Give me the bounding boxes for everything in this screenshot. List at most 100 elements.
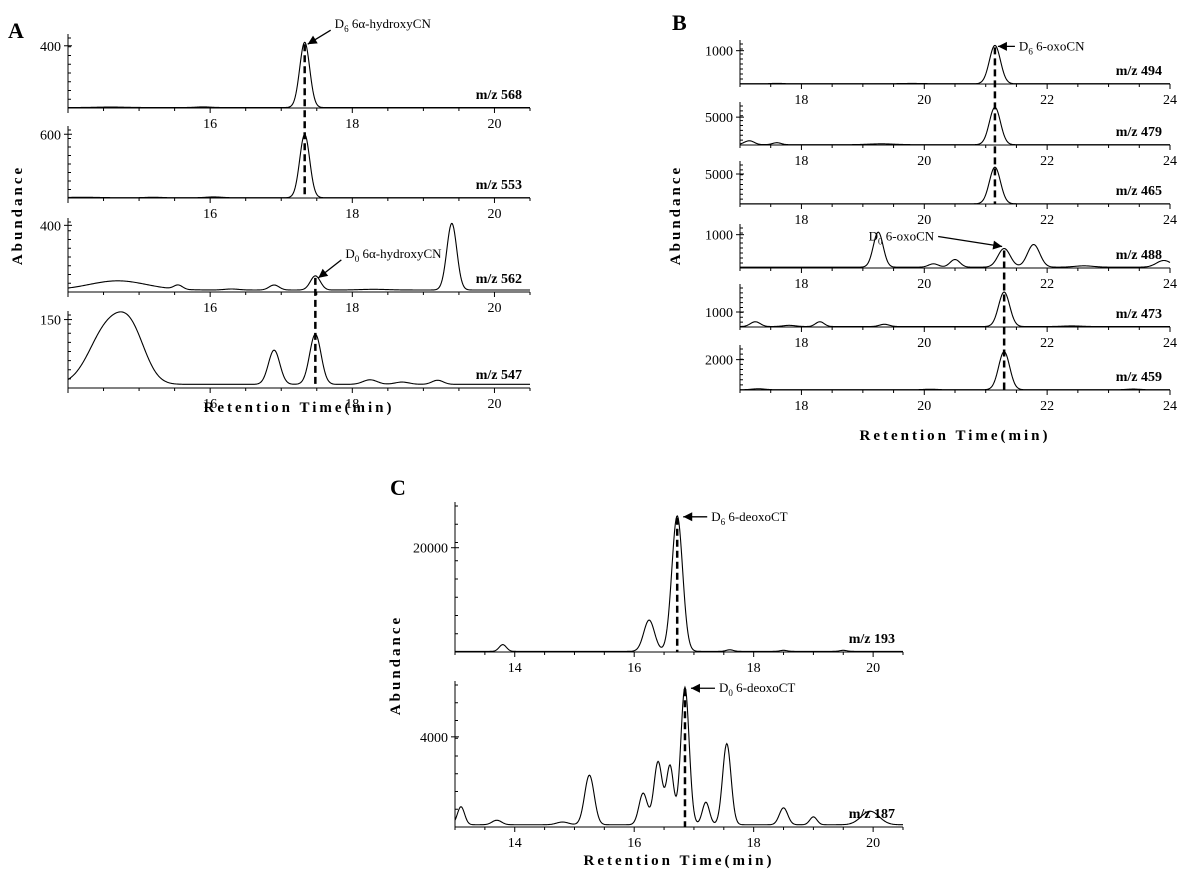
peak-annotation: D6 6-oxoCN — [1019, 38, 1085, 56]
x-tick-label: 24 — [1163, 277, 1177, 292]
x-tick-label: 20 — [917, 277, 931, 292]
y-axis-title: Abundance — [668, 165, 684, 265]
panel-letter: A — [8, 18, 24, 43]
trace-strip: 600 16 18 20 m/z 553 — [40, 126, 531, 222]
trace-strip: 20000 14 16 18 20 m/z 193 — [413, 502, 904, 676]
chromatogram-trace — [740, 231, 1171, 268]
y-axis-title: Abundance — [388, 615, 404, 715]
ion-label: m/z 193 — [849, 632, 895, 647]
x-tick-label: 18 — [345, 301, 359, 316]
x-tick-label: 22 — [1040, 336, 1054, 351]
x-axis-title: Retention Time(min) — [583, 853, 774, 869]
x-tick-label: 20 — [487, 301, 501, 316]
x-tick-label: 24 — [1163, 154, 1177, 169]
x-tick-label: 22 — [1040, 277, 1054, 292]
x-tick-label: 20 — [866, 661, 880, 676]
x-tick-label: 16 — [203, 301, 217, 316]
arrow-head-icon — [683, 512, 693, 522]
x-tick-label: 18 — [747, 661, 761, 676]
peak-annotation: D6 6-deoxoCT — [711, 509, 787, 527]
chromatogram-trace — [454, 685, 904, 826]
ion-label: m/z 459 — [1116, 370, 1162, 385]
y-tick-label: 1000 — [705, 306, 733, 321]
panel-c: C 20000 14 16 18 20 m/z 193 4000 14 16 18 20 m/z 187… — [388, 475, 904, 869]
ion-label: m/z 547 — [476, 368, 522, 383]
x-tick-label: 24 — [1163, 336, 1177, 351]
trace-strip: 1000 18 20 22 24m/z 488 — [705, 224, 1177, 292]
peak-annotation: D0 6α-hydroxyCN — [345, 246, 442, 264]
x-tick-label: 16 — [627, 836, 641, 851]
chromatogram-trace — [739, 351, 1170, 391]
chromatogram-trace — [739, 106, 1170, 146]
x-tick-label: 18 — [794, 93, 808, 108]
x-tick-label: 20 — [487, 117, 501, 132]
ion-label: m/z 562 — [476, 272, 522, 287]
chromatogram-trace — [67, 222, 530, 291]
ion-label: m/z 488 — [1116, 248, 1162, 263]
ion-label: m/z 473 — [1116, 307, 1162, 322]
x-tick-label: 20 — [866, 836, 880, 851]
arrow-head-icon — [997, 41, 1007, 51]
x-tick-label: 20 — [487, 207, 501, 222]
x-tick-label: 22 — [1040, 93, 1054, 108]
x-tick-label: 18 — [794, 154, 808, 169]
x-tick-label: 16 — [203, 117, 217, 132]
chromatogram-trace — [740, 166, 1170, 205]
trace-strip: 5000 18 20 22 24m/z 479 — [705, 102, 1177, 169]
y-tick-label: 1000 — [705, 229, 733, 244]
trace-strip: 150 16 18 20 m/z 547 — [40, 311, 531, 412]
chromatogram-trace — [67, 311, 530, 385]
x-tick-label: 20 — [487, 397, 501, 412]
x-tick-label: 18 — [794, 336, 808, 351]
x-axis-title: Retention Time(min) — [859, 428, 1050, 444]
ion-label: m/z 553 — [476, 178, 522, 193]
x-tick-label: 20 — [917, 399, 931, 414]
panel-letter: C — [390, 475, 406, 500]
x-tick-label: 24 — [1163, 399, 1177, 414]
x-tick-label: 18 — [747, 836, 761, 851]
x-tick-label: 20 — [917, 336, 931, 351]
y-tick-label: 2000 — [705, 354, 733, 369]
arrow-head-icon — [690, 683, 700, 693]
x-tick-label: 20 — [917, 213, 931, 228]
trace-strip: 5000 18 20 22 24m/z 465 — [705, 161, 1177, 228]
x-tick-label: 20 — [917, 154, 931, 169]
x-tick-label: 16 — [203, 397, 217, 412]
ion-label: m/z 568 — [476, 88, 522, 103]
x-tick-label: 18 — [345, 117, 359, 132]
x-tick-label: 18 — [794, 277, 808, 292]
x-tick-label: 22 — [1040, 154, 1054, 169]
trace-strip: 1000 18 20 22 24m/z 473 — [705, 284, 1177, 351]
x-tick-label: 18 — [794, 213, 808, 228]
arrow-head-icon — [992, 240, 1003, 250]
y-tick-label: 20000 — [413, 542, 448, 557]
x-tick-label: 22 — [1040, 399, 1054, 414]
chromatogram-trace — [67, 133, 530, 199]
annotation-arrow — [938, 235, 1003, 248]
x-tick-label: 16 — [203, 207, 217, 222]
arrow-head-icon — [307, 35, 318, 45]
ion-label: m/z 479 — [1116, 125, 1162, 140]
trace-strip: 4000 14 16 18 20 m/z 187 — [420, 681, 904, 851]
trace-strip: 1000 18 20 22 24m/z 494 — [705, 40, 1177, 108]
peak-annotation: D0 6-deoxoCT — [719, 680, 795, 698]
x-tick-label: 18 — [345, 397, 359, 412]
trace-strip: 2000 18 20 22 24m/z 459 — [705, 345, 1177, 414]
x-tick-label: 14 — [508, 661, 522, 676]
x-tick-label: 18 — [345, 207, 359, 222]
y-tick-label: 600 — [40, 128, 61, 143]
trace-strip: 400 16 18 20 m/z 562 — [40, 218, 531, 316]
ion-label: m/z 187 — [849, 807, 895, 822]
x-tick-label: 24 — [1163, 93, 1177, 108]
x-tick-label: 22 — [1040, 213, 1054, 228]
y-tick-label: 150 — [40, 314, 61, 329]
y-axis-title: Abundance — [10, 165, 26, 265]
arrow-head-icon — [318, 268, 329, 278]
y-tick-label: 1000 — [705, 45, 733, 60]
x-tick-label: 24 — [1163, 213, 1177, 228]
chromatogram-trace — [68, 41, 530, 109]
x-tick-label: 14 — [508, 836, 522, 851]
y-tick-label: 400 — [40, 40, 61, 55]
